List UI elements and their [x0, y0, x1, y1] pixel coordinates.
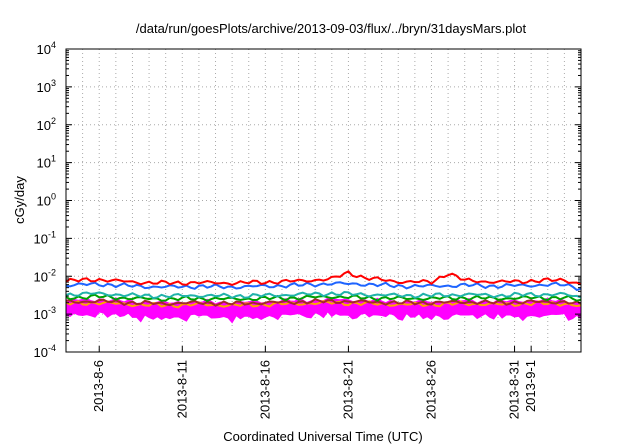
x-tick-label: 2013-8-21	[340, 360, 355, 419]
y-tick-label: 103	[37, 78, 56, 95]
y-tick-exponent: -1	[48, 229, 56, 239]
y-tick-exponent: 3	[51, 78, 56, 88]
x-axis-label: Coordinated Universal Time (UTC)	[223, 429, 422, 444]
y-tick-base: 10	[34, 345, 48, 360]
y-tick-label: 10-4	[34, 343, 56, 360]
y-tick-base: 10	[34, 307, 48, 322]
y-tick-exponent: -4	[48, 343, 56, 353]
y-tick-base: 10	[34, 269, 48, 284]
y-tick-exponent: 0	[51, 192, 56, 202]
y-tick-base: 10	[37, 118, 51, 133]
x-tick-label: 2013-8-31	[507, 360, 522, 419]
y-tick-label: 101	[37, 154, 56, 171]
y-tick-base: 10	[37, 156, 51, 171]
y-tick-label: 102	[37, 116, 56, 133]
y-tick-label: 10-2	[34, 267, 56, 284]
y-tick-exponent: 1	[51, 154, 56, 164]
y-tick-base: 10	[37, 80, 51, 95]
x-tick-label: 2013-8-6	[91, 360, 106, 412]
chart-title: /data/run/goesPlots/archive/2013-09-03/f…	[136, 21, 527, 36]
y-tick-label: 104	[37, 40, 56, 57]
series-line	[65, 290, 582, 300]
y-tick-base: 10	[37, 42, 51, 57]
y-tick-exponent: -2	[48, 267, 56, 277]
x-tick-label: 2013-8-11	[174, 360, 189, 418]
y-axis-label: cGy/day	[12, 176, 27, 224]
y-tick-base: 10	[34, 231, 48, 246]
x-tick-label: 2013-9-1	[523, 360, 538, 412]
series-line	[65, 297, 582, 307]
y-tick-label: 100	[37, 192, 56, 209]
y-tick-label: 10-3	[34, 305, 56, 322]
series-layer	[65, 270, 582, 324]
y-tick-base: 10	[37, 194, 51, 209]
y-tick-exponent: 4	[51, 40, 56, 50]
x-tick-label: 2013-8-26	[423, 360, 438, 419]
y-tick-exponent: 2	[51, 116, 56, 126]
y-tick-exponent: -3	[48, 305, 56, 315]
series-line	[65, 281, 582, 292]
x-tick-label: 2013-8-16	[257, 360, 272, 419]
y-tick-label: 10-1	[34, 229, 56, 246]
series-line	[65, 270, 582, 286]
